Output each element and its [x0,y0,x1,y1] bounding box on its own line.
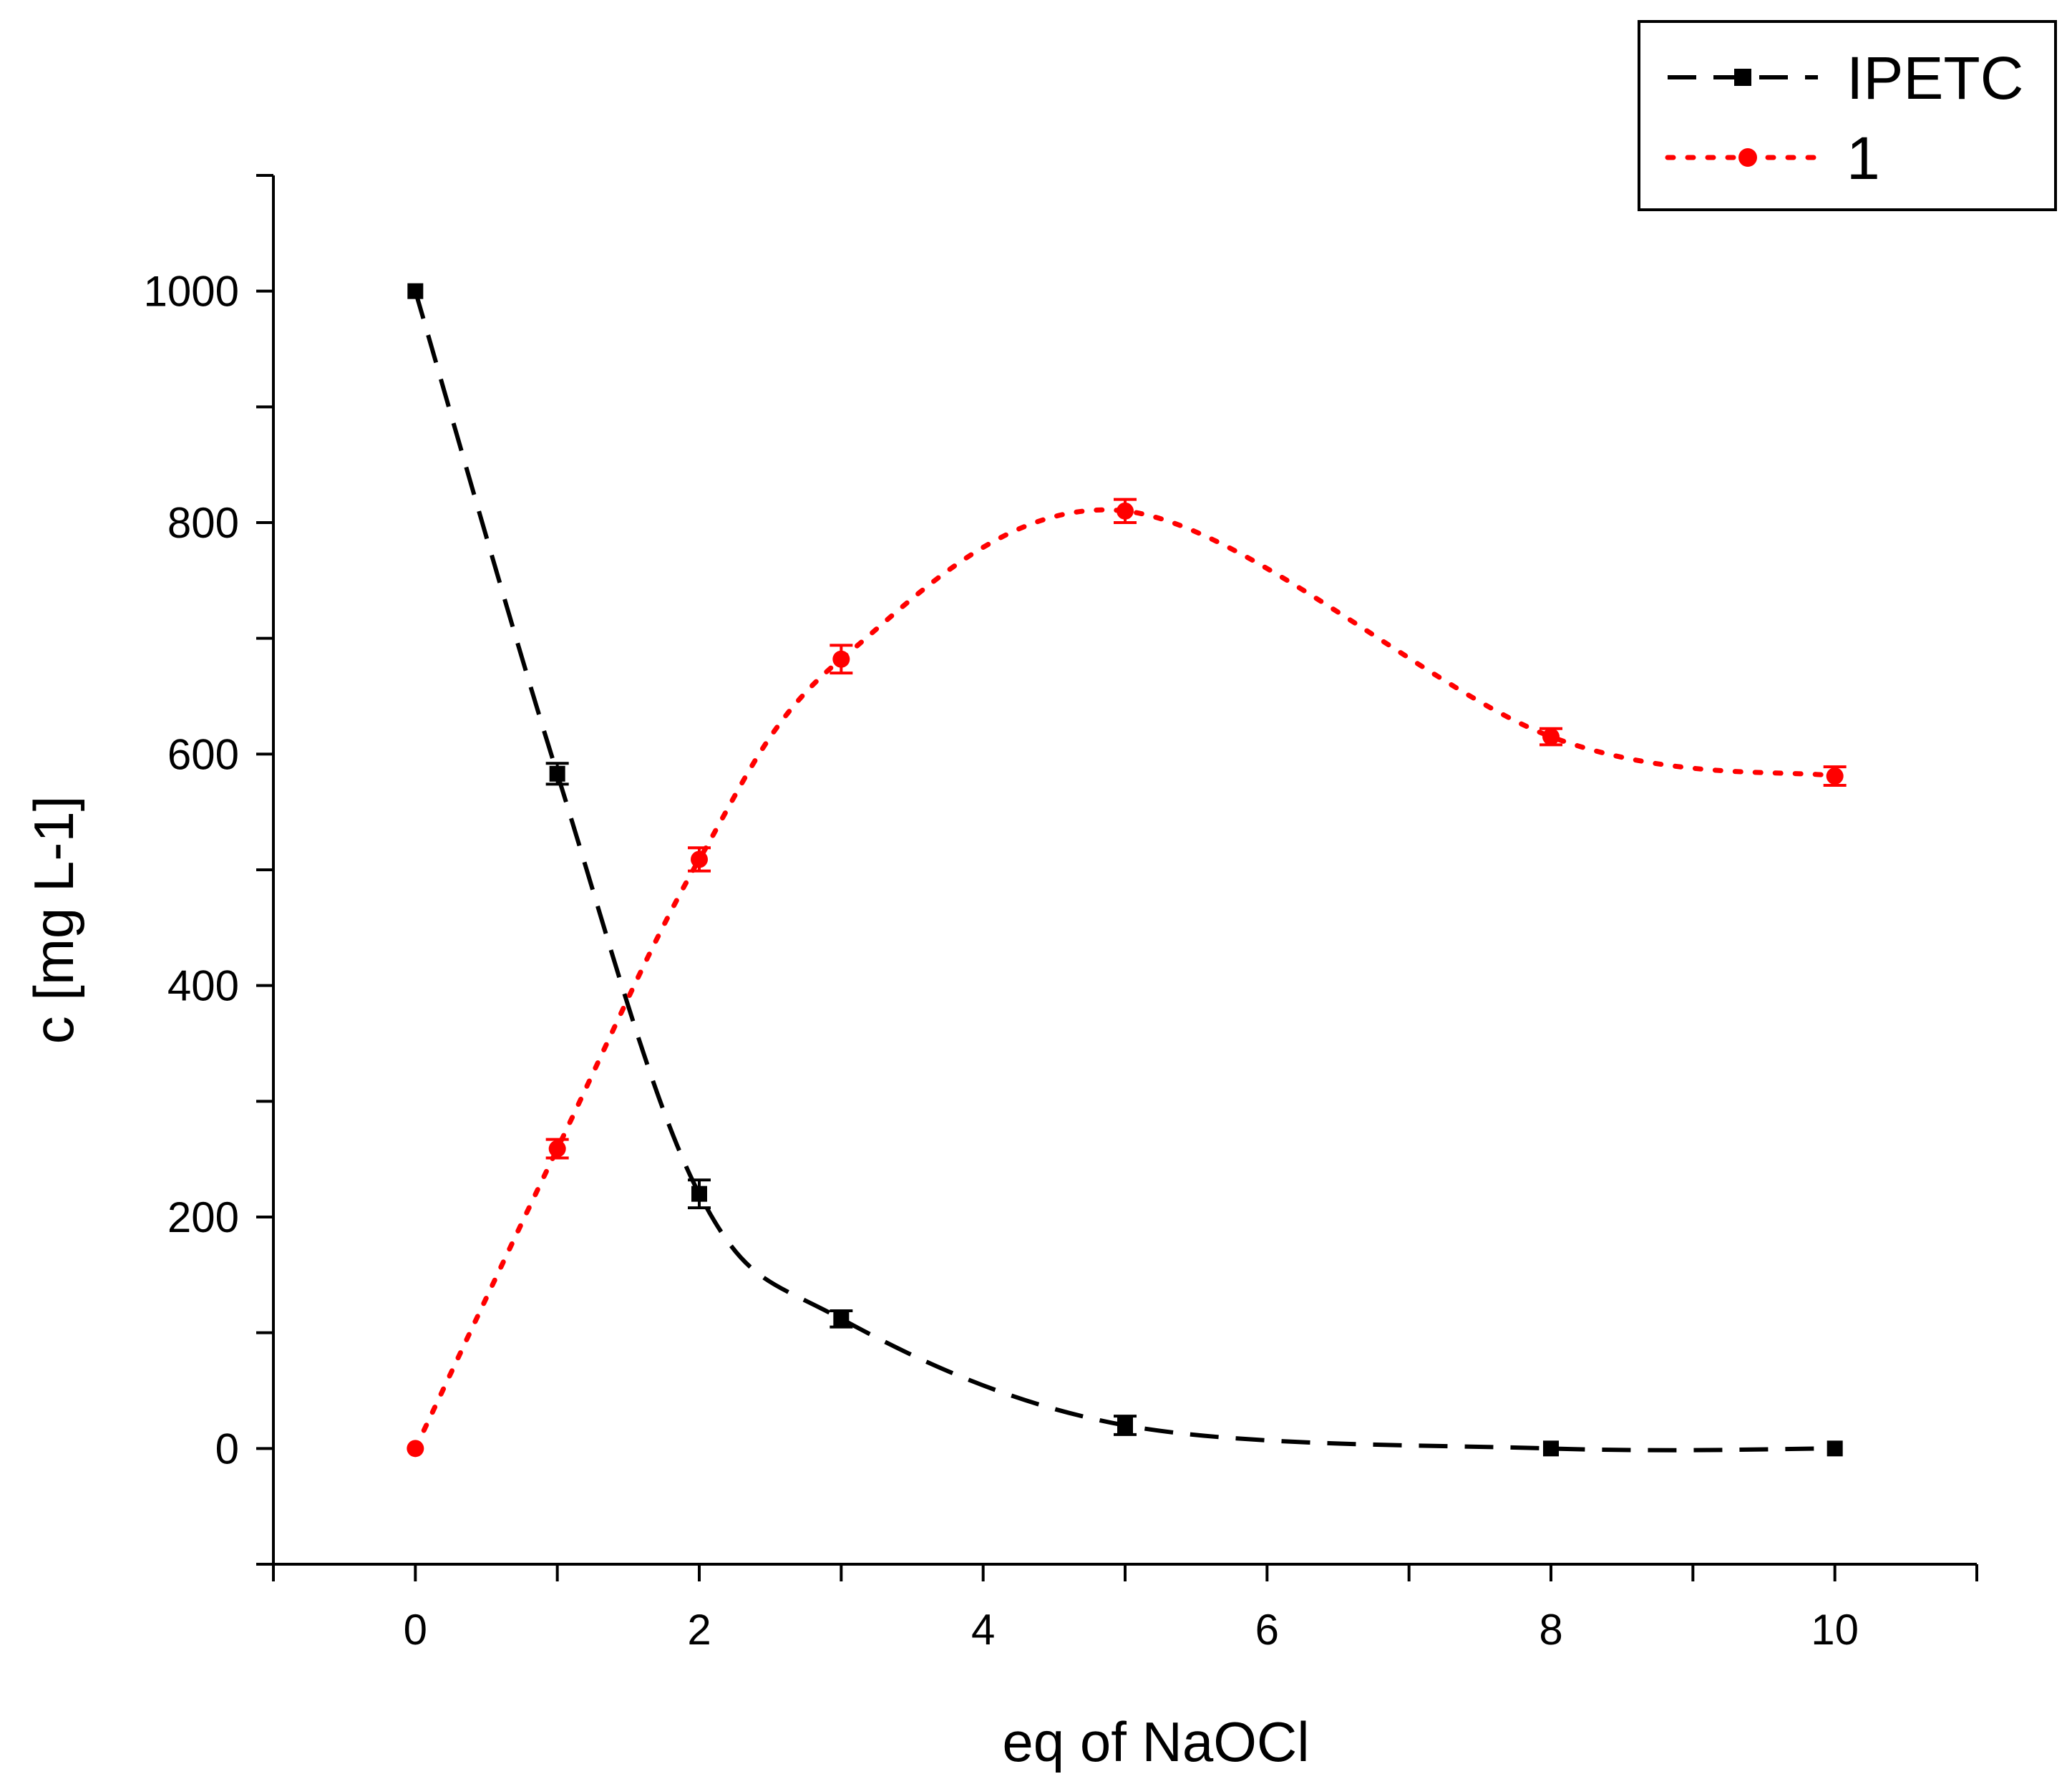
data-point-1 [548,1140,566,1158]
data-point-ipetc [691,1186,707,1202]
data-point-1 [1826,767,1844,785]
data-point-ipetc [1827,1440,1843,1457]
legend-label-1: 1 [1847,125,1880,192]
x-axis-title: eq of NaOCl [1002,1710,1309,1773]
legend-label-ipetc: IPETC [1847,44,2023,112]
data-point-ipetc [833,1311,850,1327]
data-point-ipetc [1543,1440,1559,1457]
data-point-1 [1542,728,1560,746]
x-tick-label: 0 [404,1606,427,1654]
series-line-ipetc [413,290,1835,1453]
series-line-1 [412,507,1838,1451]
y-tick-label: 1000 [144,268,239,316]
x-tick-label: 4 [971,1606,995,1654]
x-tick-label: 2 [687,1606,711,1654]
y-tick-label: 0 [215,1425,239,1473]
axes-group [272,175,1977,1566]
data-point-ipetc [1117,1417,1133,1433]
legend-marker-ipetc [1734,69,1751,86]
data-point-1 [1117,502,1134,520]
y-tick-label: 800 [167,499,239,547]
y-tick-label: 600 [167,730,239,778]
x-tick-label: 6 [1255,1606,1279,1654]
x-tick-label: 10 [1811,1606,1859,1654]
series-group [407,283,1847,1458]
y-tick-label: 200 [167,1193,239,1241]
data-point-1 [691,850,708,868]
y-tick-label: 400 [167,962,239,1010]
legend: IPETC 1 [1638,20,2057,211]
x-tick-label: 8 [1539,1606,1562,1654]
y-axis-title: c [mg L-1] [22,796,85,1044]
data-point-1 [832,650,850,668]
legend-box [1638,20,2057,211]
tick-group: 0 2 4 6 8 10 0 200 400 600 800 1000 [144,174,1978,1654]
data-point-1 [407,1440,424,1458]
legend-marker-1 [1738,148,1757,167]
data-point-ipetc [549,765,565,782]
data-point-ipetc [407,283,424,299]
